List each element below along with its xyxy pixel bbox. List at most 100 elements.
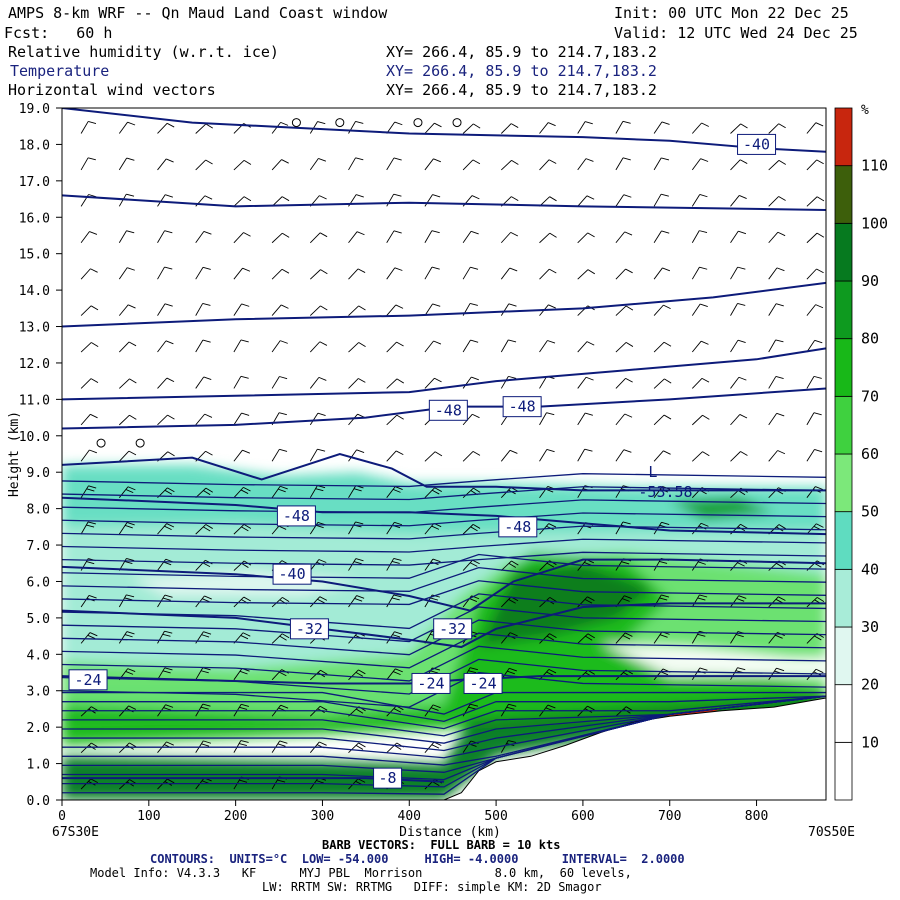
- colorbar-band: [834, 338, 853, 397]
- barb-flag: [239, 706, 248, 710]
- wind-barb: [80, 413, 98, 426]
- barb-staff: [730, 123, 741, 134]
- barb-flag: [239, 779, 248, 783]
- barb-flag: [165, 194, 174, 198]
- barb-staff: [195, 667, 204, 681]
- barb-flag: [624, 595, 632, 599]
- barb-staff: [348, 595, 357, 608]
- barb-flag: [358, 378, 366, 383]
- temperature-contours: [62, 108, 826, 795]
- barb-flag: [549, 268, 557, 274]
- barb-flag: [394, 521, 403, 526]
- wind-barb: [157, 414, 175, 426]
- wind-barb: [462, 230, 479, 244]
- barb-staff: [577, 376, 587, 389]
- plot-frame: [61, 107, 827, 801]
- barb-staff: [462, 451, 474, 462]
- barb-flag: [125, 671, 134, 675]
- barb-flag: [586, 195, 595, 200]
- barb-staff: [768, 667, 777, 681]
- barb-staff: [653, 414, 665, 426]
- barb-flag: [624, 231, 633, 236]
- barb-flag: [546, 671, 554, 676]
- colorbar-band: [834, 741, 853, 801]
- plot-border: [61, 107, 827, 801]
- barb-flag: [511, 560, 519, 566]
- colorbar-label: 20: [861, 676, 879, 694]
- wind-barb: [233, 524, 252, 535]
- barb-staff: [691, 522, 702, 535]
- barb-flag: [126, 631, 135, 635]
- barb-flag: [127, 121, 136, 126]
- wind-barb: [80, 231, 98, 244]
- barb-staff: [386, 193, 395, 207]
- temperature-isotherm: [62, 695, 826, 730]
- colorbar-band: [834, 280, 853, 340]
- wind-barb: [233, 412, 250, 426]
- temperature-contour-2: [62, 281, 826, 328]
- barb-flag: [166, 523, 175, 528]
- y-tick-label: 6.0: [27, 575, 50, 590]
- barb-staff: [500, 160, 512, 171]
- barb-flag: [510, 123, 519, 128]
- wind-barb: [653, 157, 670, 171]
- barb-flag: [239, 670, 248, 675]
- barb-flag: [393, 193, 402, 197]
- wind-barb: [806, 268, 824, 280]
- barb-flag: [319, 195, 327, 200]
- barb-flag: [434, 451, 443, 457]
- barb-staff: [80, 632, 91, 644]
- barb-flag: [281, 633, 290, 639]
- barb-flag: [816, 196, 825, 202]
- barb-flag: [278, 412, 287, 416]
- barb-flag: [356, 595, 365, 599]
- barb-staff: [118, 157, 128, 171]
- wind-barb: [271, 232, 290, 244]
- barb-flag: [129, 742, 137, 748]
- y-tick-label: 7.0: [27, 539, 50, 554]
- wind-barb: [386, 304, 404, 316]
- barb-flag: [661, 121, 670, 125]
- barb-flag: [434, 377, 442, 383]
- x-tick-label: 100: [137, 809, 160, 824]
- rh-fill-layer: [62, 464, 826, 800]
- wind-barb: [118, 631, 135, 644]
- barb-flag: [358, 305, 366, 311]
- barb-staff: [653, 157, 662, 171]
- barb-staff: [233, 524, 245, 535]
- barb-flag: [203, 376, 212, 381]
- wind-barb: [653, 193, 669, 207]
- barb-flag: [625, 377, 633, 383]
- barb-flag: [241, 526, 249, 532]
- barb-flag: [320, 305, 328, 311]
- barb-staff: [730, 159, 741, 171]
- barb-staff: [424, 558, 434, 571]
- barb-staff: [309, 341, 321, 353]
- barb-staff: [539, 232, 551, 244]
- barb-staff: [195, 524, 207, 535]
- wind-barb: [309, 305, 328, 316]
- barb-staff: [233, 303, 242, 316]
- wind-barb: [500, 375, 517, 389]
- wind-barb: [271, 159, 289, 171]
- model-info: Model Info: V4.3.3 KF MYJ PBL Morrison 8…: [90, 866, 632, 880]
- barb-staff: [424, 266, 433, 280]
- wind-barb: [348, 449, 365, 462]
- barb-flag: [317, 598, 325, 604]
- barb-flag: [740, 523, 748, 529]
- barb-flag: [434, 122, 442, 128]
- wind-barb: [386, 341, 404, 353]
- wind-barb: [768, 339, 784, 353]
- barb-flag: [470, 339, 479, 343]
- barb-flag: [663, 304, 671, 310]
- temperature-isotherm: [62, 695, 826, 722]
- barb-flag: [391, 561, 400, 564]
- barb-flag: [431, 266, 440, 270]
- wind-barb: [577, 121, 593, 134]
- barb-staff: [233, 339, 242, 353]
- valid-time: Valid: 12 UTC Wed 24 Dec 25: [614, 24, 858, 42]
- wind-barb: [424, 487, 442, 499]
- barb-flag: [319, 596, 328, 601]
- barb-flag: [243, 486, 251, 492]
- wind-barb: [500, 123, 519, 134]
